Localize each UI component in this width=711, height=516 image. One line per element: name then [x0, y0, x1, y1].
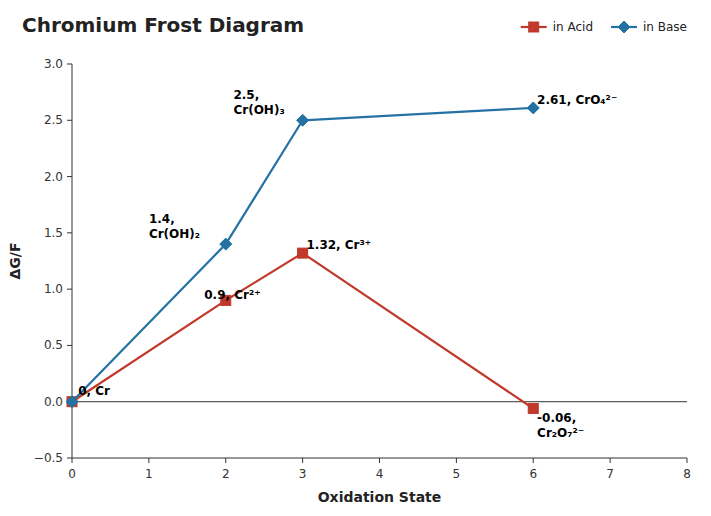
x-tick	[533, 458, 534, 463]
chart: Chromium Frost Diagram 0 1 2 3 4 5 6 7 8 −0.5 0.0 0.…	[0, 0, 711, 516]
title: Chromium Frost Diagram	[22, 13, 304, 37]
legend-label: in Acid	[553, 20, 593, 34]
x-tick-label: 6	[529, 467, 537, 481]
y-tick	[67, 64, 72, 65]
x-axis-label: Oxidation State	[318, 489, 442, 505]
legend-marker	[618, 21, 630, 33]
annotation: 2.61, CrO₄²⁻	[537, 93, 617, 107]
series	[66, 102, 539, 408]
y-tick-label: −0.5	[34, 451, 63, 465]
y-tick-label: 3.0	[44, 57, 63, 71]
x-tick-label: 7	[606, 467, 614, 481]
x-tick-label: 8	[683, 467, 691, 481]
line	[72, 108, 533, 402]
y-tick	[67, 232, 72, 233]
y-axis-label: ΔG/F	[7, 242, 23, 279]
series	[67, 248, 538, 413]
legend-item: in Base	[611, 20, 687, 34]
x-tick	[148, 458, 149, 463]
y-tick-label: 1.5	[44, 226, 63, 240]
legend-item: in Acid	[521, 20, 593, 34]
point	[66, 396, 78, 408]
x-tick	[687, 458, 688, 463]
x-tick-label: 1	[145, 467, 153, 481]
legend-marker	[529, 22, 539, 32]
annotation: 0, Cr	[78, 384, 110, 398]
x-tick-label: 0	[68, 467, 76, 481]
y-tick-label: 2.5	[44, 113, 63, 127]
y-tick	[67, 176, 72, 177]
legend-label: in Base	[643, 20, 687, 34]
zero-line	[72, 401, 687, 402]
x-tick	[302, 458, 303, 463]
series-group	[66, 102, 539, 414]
x-tick-label: 5	[453, 467, 461, 481]
y-tick-label: 0.5	[44, 338, 63, 352]
x-tick	[610, 458, 611, 463]
y-tick	[67, 345, 72, 346]
annotation: 2.5,Cr(OH)₃	[233, 88, 284, 117]
x-tick-label: 2	[222, 467, 230, 481]
y-tick	[67, 458, 72, 459]
y-tick-label: 2.0	[44, 170, 63, 184]
annotation: 0.9, Cr²⁺	[204, 288, 260, 302]
y-tick-label: 1.0	[44, 282, 63, 296]
point	[297, 114, 309, 126]
y-tick	[67, 289, 72, 290]
annotation: -0.06,Cr₂O₇²⁻	[537, 411, 584, 440]
x-tick	[379, 458, 380, 463]
annotation: 1.32, Cr³⁺	[306, 238, 371, 252]
legend: in Acid in Base	[521, 20, 687, 34]
axes: 0 1 2 3 4 5 6 7 8 −0.5 0.0 0.5 1.0 1.5 2.0 2.5 3.0	[34, 57, 691, 481]
x-tick-label: 3	[299, 467, 307, 481]
x-tick	[456, 458, 457, 463]
y-tick-label: 0.0	[44, 395, 63, 409]
point	[220, 238, 232, 250]
annotation: 1.4,Cr(OH)₂	[149, 212, 200, 241]
y-tick	[67, 120, 72, 121]
background	[0, 0, 711, 516]
x-tick	[225, 458, 226, 463]
x-tick	[72, 458, 73, 463]
annotations: 0, Cr 0.9, Cr²⁺ 1.32, Cr³⁺ -0.06,Cr₂O₇²⁻ 1.4…	[78, 88, 617, 440]
x-tick-label: 4	[376, 467, 384, 481]
